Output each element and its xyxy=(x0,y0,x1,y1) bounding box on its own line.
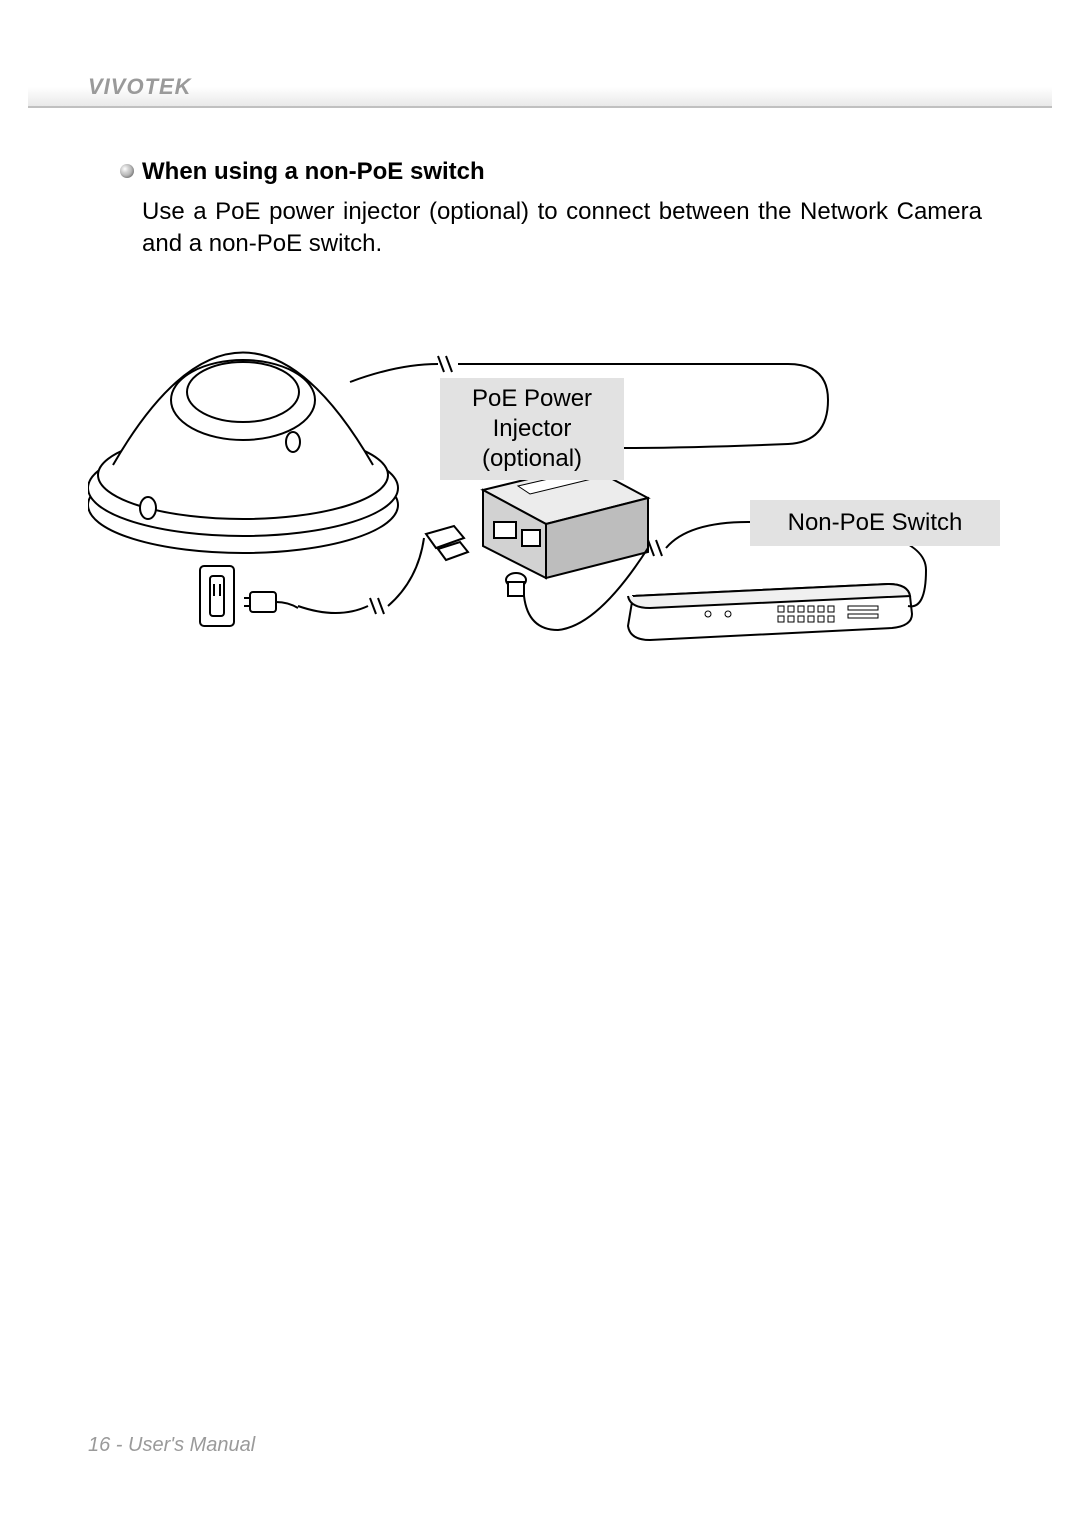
injector-label: PoE Power Injector (optional) xyxy=(440,378,624,480)
manual-page: VIVOTEK When using a non-PoE switch Use … xyxy=(0,0,1080,1527)
connection-diagram xyxy=(88,270,1008,690)
section-heading: When using a non-PoE switch xyxy=(142,158,485,186)
switch-label: Non-PoE Switch xyxy=(750,500,1000,546)
page-footer: 16 - User's Manual xyxy=(88,1434,255,1457)
section-body: Use a PoE power injector (optional) to c… xyxy=(142,196,982,261)
bullet-icon xyxy=(120,164,134,178)
brand-label: VIVOTEK xyxy=(88,74,192,100)
